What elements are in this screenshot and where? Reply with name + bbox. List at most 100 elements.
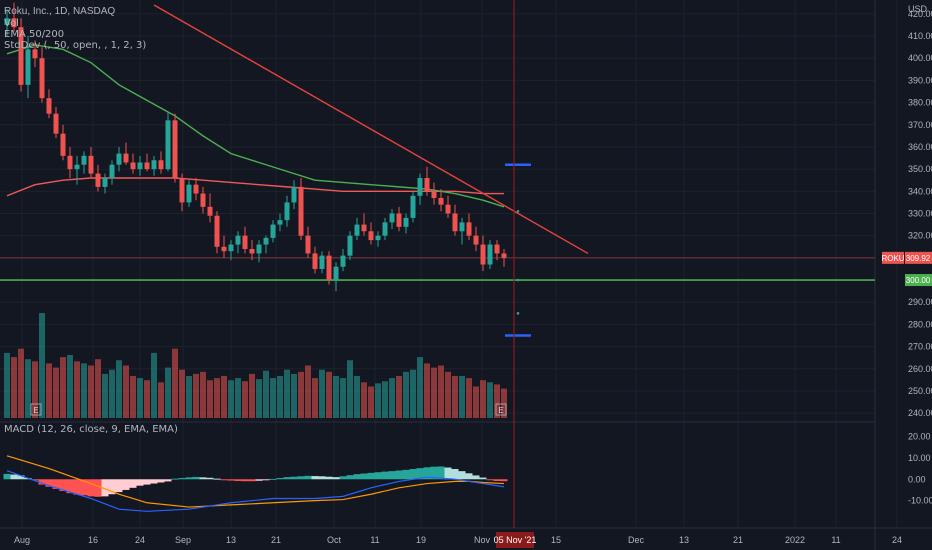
volume-bar (396, 376, 402, 418)
macd-histogram-bar (458, 471, 466, 480)
time-cursor-tag: 05 Nov '21 (494, 535, 537, 545)
candle-body (263, 237, 269, 245)
stddev-band-dot (516, 278, 520, 282)
macd-histogram-bar (304, 475, 312, 480)
candle-body (18, 27, 24, 85)
candle-body (319, 255, 325, 269)
candle-body (431, 191, 437, 198)
candle-body (242, 235, 248, 249)
volume-bar (298, 371, 304, 418)
volume-bar (431, 367, 437, 418)
volume-bar (291, 373, 297, 418)
macd-histogram-bar (185, 477, 193, 480)
candle-body (347, 235, 353, 256)
volume-bar (284, 369, 290, 418)
currency-label: USD (908, 4, 928, 14)
macd-axis-tick: 10.00 (908, 453, 931, 463)
macd-indicator-label[interactable]: MACD (12, 26, close, 9, EMA, EMA) (4, 424, 178, 435)
candle-body (193, 184, 199, 194)
macd-histogram-bar (248, 479, 256, 482)
macd-histogram-bar (73, 479, 81, 495)
time-axis-label: 24 (892, 535, 902, 545)
macd-histogram-bar (374, 472, 382, 480)
price-axis-tick: 240.00 (908, 408, 932, 418)
volume-bar (46, 363, 52, 418)
time-axis-label: 11 (831, 535, 840, 545)
macd-histogram-bar (213, 478, 221, 480)
macd-histogram-bar (290, 476, 298, 480)
macd-histogram-bar (115, 479, 123, 493)
macd-histogram-bar (479, 477, 487, 480)
volume-bar (305, 365, 311, 418)
price-axis-tick: 330.00 (908, 209, 932, 219)
stddev-indicator-label[interactable]: StdDev (, 50, open, , 1, 2, 3) (4, 40, 147, 51)
volume-bar (172, 348, 178, 418)
candle-body (501, 253, 507, 258)
macd-histogram-bar (353, 474, 361, 480)
volume-bar (74, 361, 80, 418)
macd-histogram-bar (45, 479, 53, 487)
time-axis-label: 15 (551, 535, 561, 545)
macd-histogram-bar (87, 479, 95, 497)
time-axis-label: 19 (416, 535, 426, 545)
macd-histogram-bar (493, 479, 501, 481)
candle-body (88, 155, 94, 174)
macd-histogram-bar (332, 477, 340, 480)
time-cursor-tag-bg (496, 532, 534, 548)
symbol-tag-bg (882, 251, 904, 264)
volume-bar (95, 359, 101, 418)
macd-histogram-bar (283, 477, 291, 480)
candle-body (81, 155, 87, 165)
macd-histogram-bar (346, 475, 354, 480)
candle-body (403, 217, 409, 227)
macd-histogram-bar (122, 479, 130, 490)
candle-body (270, 224, 276, 238)
candle-body (11, 18, 17, 28)
volume-bar (277, 376, 283, 418)
macd-histogram-bar (234, 479, 242, 481)
candle-body (235, 235, 241, 245)
candle-body (151, 160, 157, 170)
volume-bar (375, 383, 381, 418)
macd-histogram-bar (276, 477, 284, 480)
chart-symbol-title[interactable]: Roku, Inc., 1D, NASDAQ (4, 6, 116, 17)
price-axis-tick: 370.00 (908, 120, 932, 130)
candle-body (396, 213, 402, 227)
volume-bar (466, 378, 472, 418)
macd-histogram-bar (199, 477, 207, 480)
candle-body (46, 98, 52, 114)
volume-bar (263, 370, 269, 418)
volume-bar (424, 363, 430, 418)
macd-histogram-bar (66, 479, 74, 494)
candle-body (221, 246, 227, 252)
volume-bar (382, 381, 388, 418)
candle-body (494, 244, 500, 254)
volume-bar (200, 371, 206, 418)
volume-bar (186, 376, 192, 418)
time-axis-label: Dec (628, 535, 645, 545)
candle-body (179, 178, 185, 203)
time-axis-label: 16 (88, 535, 98, 545)
macd-line (6, 470, 505, 512)
macd-histogram-bar (339, 476, 347, 480)
ema-indicator-label[interactable]: EMA 50/200 (4, 29, 65, 40)
macd-histogram-bar (297, 476, 305, 480)
volume-bar (270, 378, 276, 418)
macd-histogram-bar (227, 479, 235, 481)
macd-histogram-bar (220, 479, 228, 481)
macd-histogram-bar (388, 471, 396, 480)
macd-histogram-bar (157, 479, 165, 483)
candle-body (39, 58, 45, 99)
volume-bar (487, 382, 493, 418)
volume-bar (312, 378, 318, 418)
vol-indicator-label[interactable]: Vol (4, 18, 19, 29)
candle-body (130, 162, 136, 170)
macd-histogram-bar (52, 479, 60, 489)
macd-histogram-bar (108, 479, 116, 495)
volume-bar (389, 378, 395, 418)
candle-body (452, 213, 458, 232)
candle-body (466, 222, 472, 236)
macd-histogram-bar (206, 477, 214, 480)
volume-bar (109, 369, 115, 418)
